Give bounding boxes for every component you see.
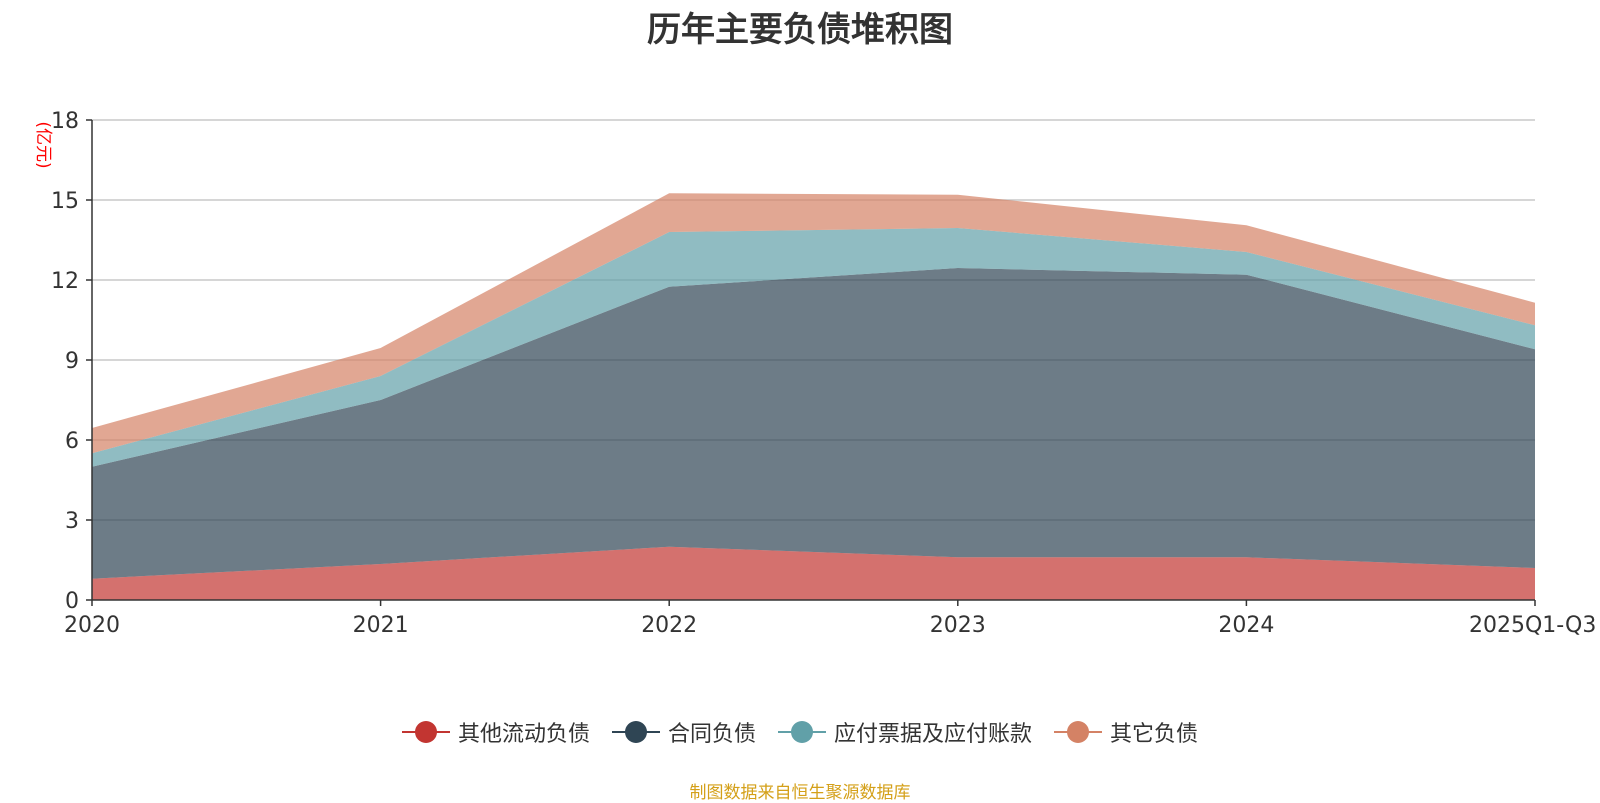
legend-item-0[interactable]: 其他流动负债 xyxy=(401,716,590,748)
y-tick-label: 9 xyxy=(65,349,79,374)
x-tick-label: 2020 xyxy=(64,613,120,638)
legend: 其他流动负债 合同负债 应付票据及应付账款 其它负债 xyxy=(0,716,1600,748)
legend-marker-icon xyxy=(611,721,660,743)
x-tick-label: 2024 xyxy=(1218,613,1274,638)
legend-marker-icon xyxy=(1054,721,1103,743)
x-tick-label: 2025Q1-Q3 xyxy=(1469,613,1596,638)
legend-label: 合同负债 xyxy=(667,722,756,747)
legend-label: 其它负债 xyxy=(1110,722,1199,747)
legend-marker-icon xyxy=(401,721,450,743)
chart-title: 历年主要负债堆积图 xyxy=(647,10,953,50)
y-tick-label: 6 xyxy=(65,429,79,454)
x-tick-label: 2023 xyxy=(930,613,986,638)
area-series-2 xyxy=(92,228,1535,467)
x-tick-label: 2021 xyxy=(353,613,409,638)
source-note: 制图数据来自恒生聚源数据库 xyxy=(689,783,911,803)
legend-marker-icon xyxy=(778,721,826,743)
y-tick-label: 3 xyxy=(65,509,79,534)
axes: 0 3 6 9 12 15 18 2020 2021 2022 2023 2024 2025Q1-Q3 xyxy=(51,109,1596,638)
legend-item-2[interactable]: 应付票据及应付账款 xyxy=(778,716,1032,748)
y-tick-label: 12 xyxy=(51,269,79,294)
legend-item-3[interactable]: 其它负债 xyxy=(1054,716,1198,748)
y-axis-unit-label: (亿元) xyxy=(33,121,53,168)
y-tick-label: 0 xyxy=(65,589,79,614)
area-series-0 xyxy=(92,546,1535,600)
legend-label: 其他流动负债 xyxy=(457,722,590,747)
legend-label: 应付票据及应付账款 xyxy=(834,722,1033,747)
y-tick-label: 15 xyxy=(51,189,79,214)
x-tick-label: 2022 xyxy=(641,613,697,638)
y-tick-label: 18 xyxy=(51,109,79,134)
area-series-1 xyxy=(92,268,1535,579)
legend-item-1[interactable]: 合同负债 xyxy=(611,716,756,748)
stacked-areas xyxy=(92,193,1535,600)
